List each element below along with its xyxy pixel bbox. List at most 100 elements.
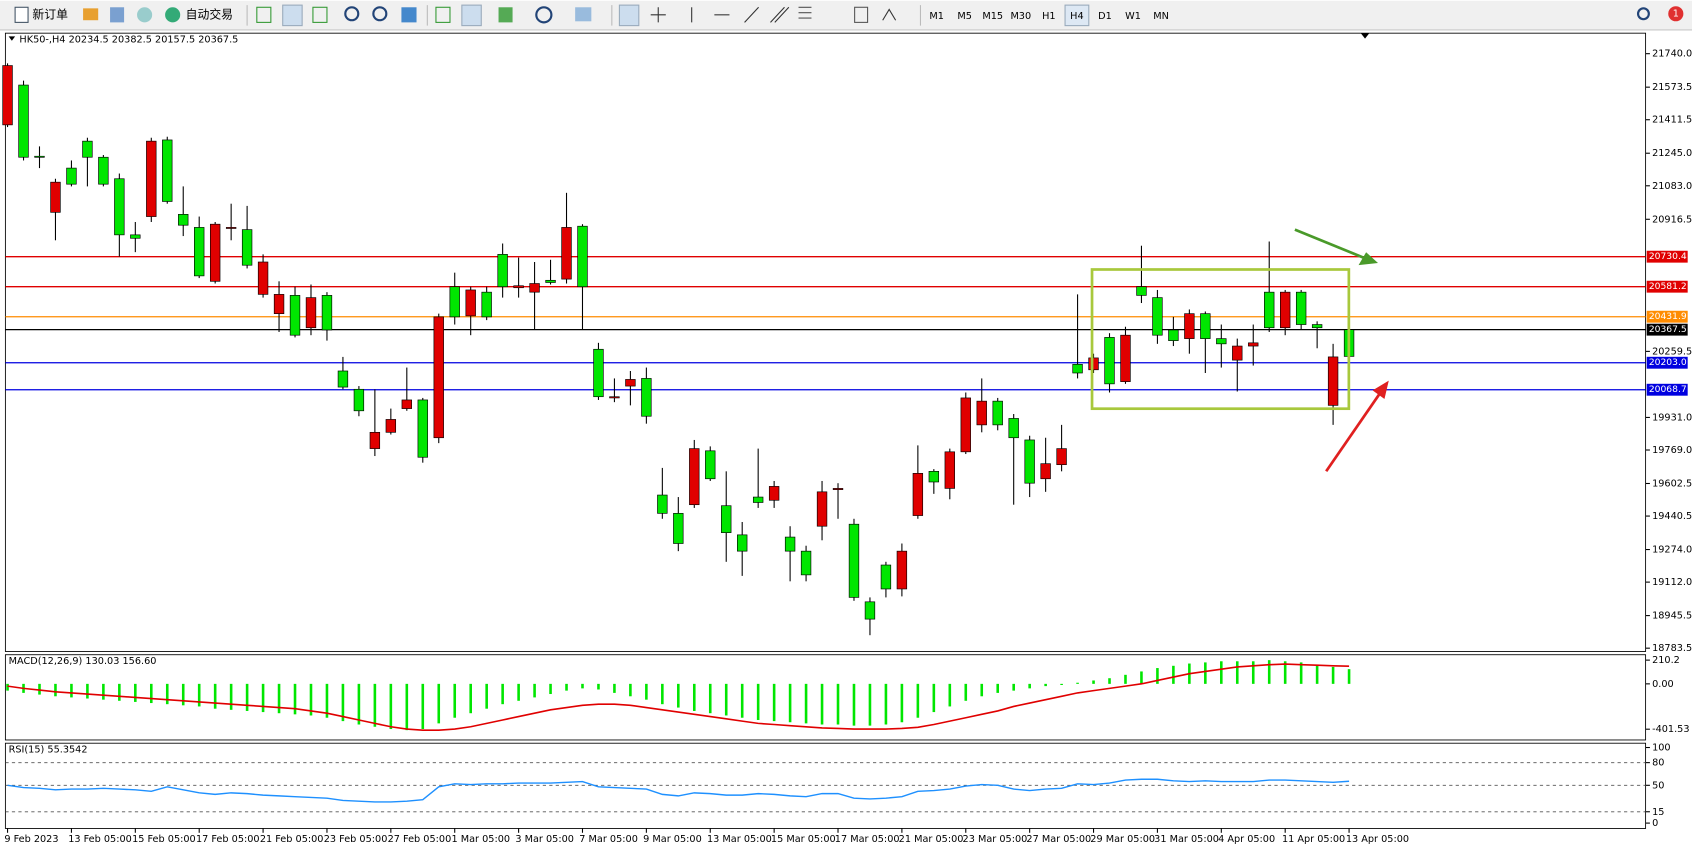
high-value: 20382.5: [112, 35, 152, 46]
macd-bar: [6, 683, 9, 691]
x-tick-label: 23 Mar 05:00: [963, 834, 1028, 845]
y-tick-label: 19440.5: [1652, 511, 1692, 522]
macd-bar: [804, 683, 808, 724]
zoom-out-icon[interactable]: [372, 6, 388, 22]
toolbar-icon[interactable]: [110, 7, 125, 23]
candle-body: [1136, 286, 1147, 296]
x-tick-label: 27 Feb 05:00: [388, 834, 452, 845]
macd-bar: [549, 683, 552, 695]
candle-body: [529, 283, 540, 293]
y-tick-label: 20916.5: [1652, 214, 1692, 225]
macd-bar: [724, 683, 728, 716]
x-tick-label: 31 Mar 05:00: [1154, 834, 1219, 845]
macd-label: MACD(12,26,9): [9, 656, 83, 667]
macd-bar: [948, 683, 952, 707]
macd-bar: [677, 683, 680, 708]
macd-bar: [1220, 661, 1223, 684]
y-tick-label: 18945.5: [1652, 611, 1692, 622]
candle-body: [273, 294, 285, 315]
macd-bar: [852, 683, 856, 726]
macd-bar: [980, 683, 984, 697]
macd-bar: [1251, 661, 1255, 684]
crosshair-tool[interactable]: [650, 7, 666, 23]
macd-panel: [4, 654, 1647, 741]
toolbar-icon[interactable]: [498, 7, 513, 23]
candle-body: [992, 400, 1003, 426]
toolbar-icon[interactable]: [401, 7, 417, 23]
candle-body: [194, 227, 205, 277]
macd-bar: [1028, 683, 1031, 689]
macd-bar: [932, 683, 936, 713]
timeframe-button[interactable]: M1: [929, 11, 944, 22]
x-tick-label: 15 Mar 05:00: [771, 834, 836, 845]
channel-tool[interactable]: [770, 6, 790, 23]
zoom-in-icon[interactable]: [344, 6, 360, 22]
label-tool[interactable]: [854, 6, 869, 23]
price-level-tag: [1646, 280, 1688, 293]
candle-body: [784, 536, 796, 552]
toolbar-icon[interactable]: [535, 6, 553, 24]
auto-trading-button[interactable]: 自动交易: [165, 7, 233, 23]
toolbar-icon[interactable]: [435, 6, 451, 23]
y-tick-label: 21740.0: [1652, 49, 1692, 60]
toolbar: [0, 0, 1692, 30]
toolbar-icon[interactable]: [312, 6, 328, 23]
macd-bar: [453, 683, 457, 718]
candle-body: [1295, 291, 1307, 325]
toolbar-icon[interactable]: [282, 4, 303, 27]
timeframe-button[interactable]: M5: [957, 11, 972, 22]
macd-bar: [389, 683, 393, 730]
candle-body: [1200, 313, 1211, 339]
timeframe-button[interactable]: M15: [982, 11, 1003, 22]
timeframe-button[interactable]: H4: [1070, 11, 1083, 22]
candle-body: [178, 214, 189, 226]
notifications[interactable]: 1: [1668, 6, 1684, 22]
candle-body: [545, 279, 556, 283]
cursor-tool[interactable]: [618, 4, 640, 27]
candle-body: [1088, 357, 1099, 371]
macd-header: MACD(12,26,9) 130.03 156.60: [9, 656, 157, 667]
rsi-panel: [4, 742, 1647, 829]
macd-bar: [533, 683, 536, 698]
toolbar-icon[interactable]: [575, 7, 592, 22]
candle-body: [50, 181, 61, 213]
x-tick-label: 17 Mar 05:00: [835, 834, 900, 845]
x-tick-label: 15 Feb 05:00: [132, 834, 196, 845]
macd-bar: [1156, 668, 1159, 684]
price-level-label: 20730.4: [1649, 251, 1687, 262]
candle-body: [880, 564, 892, 590]
search-icon[interactable]: [1636, 7, 1650, 21]
chart-header: HK50-,H4 20234.5 20382.5 20157.5 20367.5: [19, 35, 238, 46]
candle-body: [465, 289, 476, 317]
macd-bar: [964, 683, 968, 701]
x-tick-label: 13 Feb 05:00: [68, 834, 132, 845]
toolbar-icon[interactable]: [461, 4, 482, 27]
candle-body: [657, 494, 668, 514]
shapes-tool[interactable]: [882, 8, 897, 21]
macd-bar: [740, 683, 744, 718]
y-tick-label: -401.53: [1652, 724, 1689, 735]
trendline-tool[interactable]: [744, 6, 759, 23]
macd-bar: [325, 683, 329, 718]
toolbar-icon[interactable]: [137, 7, 153, 23]
new-order-button[interactable]: 新订单: [14, 6, 68, 23]
macd-bar: [1315, 664, 1319, 684]
candle-body: [1056, 448, 1067, 466]
x-tick-label: 27 Mar 05:00: [1026, 834, 1091, 845]
candle-body: [832, 488, 844, 490]
macd-bar: [661, 683, 664, 705]
y-tick-label: 21083.0: [1652, 181, 1692, 192]
timeframe-button[interactable]: D1: [1098, 11, 1112, 22]
fibonacci-tool[interactable]: [798, 6, 812, 19]
timeframe-button[interactable]: H1: [1042, 11, 1055, 22]
timeframe-button[interactable]: M30: [1010, 11, 1031, 22]
red-arrow: [1325, 390, 1383, 473]
timeframe-button[interactable]: W1: [1125, 11, 1141, 22]
candle-body: [1327, 356, 1339, 406]
macd-bar: [102, 683, 105, 700]
candle-body: [417, 399, 428, 458]
toolbar-icon[interactable]: [256, 6, 272, 23]
timeframe-button[interactable]: MN: [1153, 11, 1169, 22]
toolbar-icon[interactable]: [83, 8, 99, 21]
price-level-tag: [1646, 356, 1688, 369]
